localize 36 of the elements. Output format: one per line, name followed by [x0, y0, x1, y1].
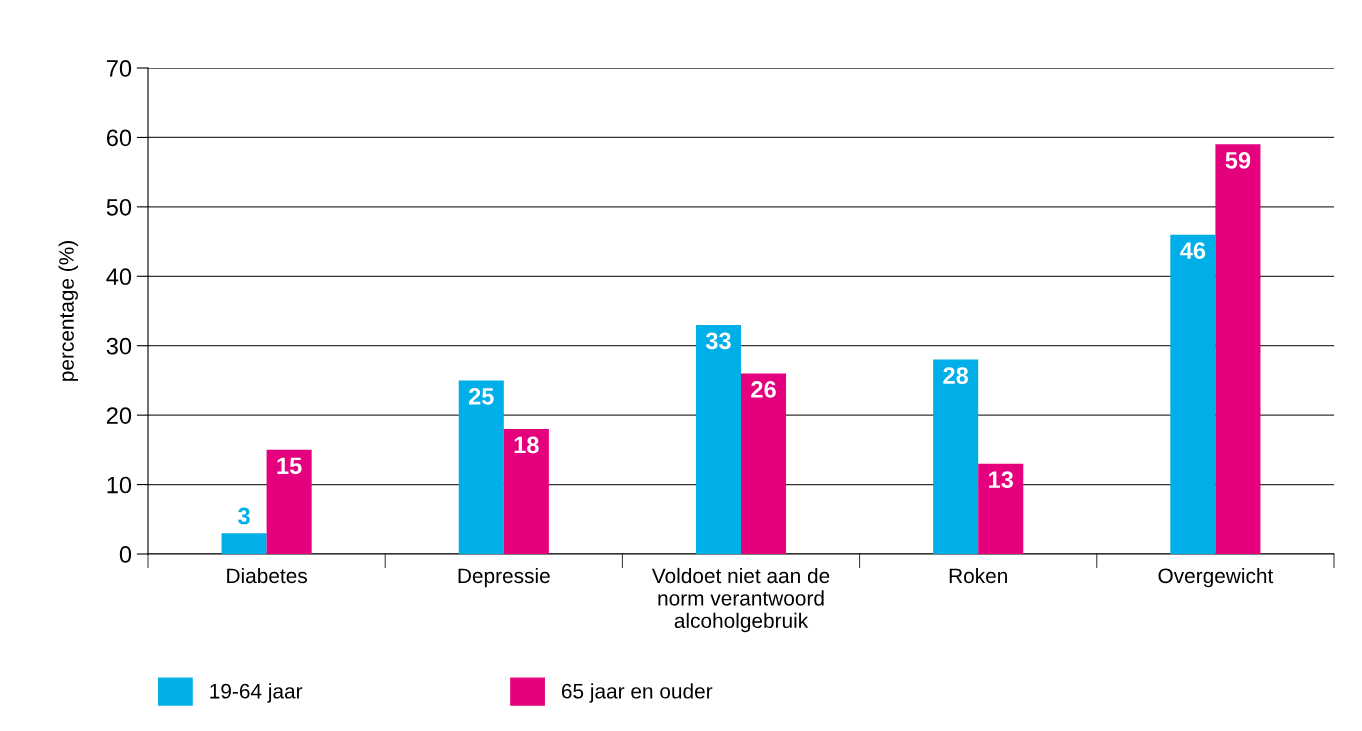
bar [978, 463, 1024, 554]
bar [695, 324, 741, 554]
data-label: 25 [468, 388, 494, 405]
x-tick-label: Voldoet niet aan de norm verantwoord alcoholgebruik [651, 567, 830, 633]
data-label: 13 [989, 471, 1014, 489]
data-label: 18 [514, 436, 539, 454]
y-tick-label: 50 [106, 198, 132, 216]
bar [458, 380, 504, 554]
x-tick-label: Diabetes [227, 567, 307, 584]
bar [503, 429, 549, 554]
y-tick-label: 40 [106, 268, 132, 286]
x-tick-label: Overgewicht [1158, 567, 1274, 588]
data-label: 3 [238, 507, 250, 525]
y-tick-label: 30 [106, 337, 132, 355]
y-tick-label: 20 [106, 407, 132, 424]
y-tick-label: 10 [107, 476, 132, 494]
data-label: 15 [277, 457, 302, 475]
data-label: 33 [705, 332, 731, 350]
legend-label: 65 jaar en ouder [561, 683, 713, 703]
bar [266, 449, 312, 554]
y-tick-label: 0 [119, 546, 132, 563]
bar [933, 359, 979, 554]
bar [1215, 144, 1261, 554]
legend-label: 19-64 jaar [210, 683, 303, 703]
bar [221, 533, 267, 554]
data-label: 28 [943, 367, 969, 384]
bar [741, 373, 787, 554]
x-tick-label: Depressie [458, 567, 550, 588]
data-label: 59 [1225, 151, 1251, 169]
y-tick-label: 60 [106, 129, 132, 147]
data-label: 26 [751, 381, 776, 398]
y-tick-label: 70 [106, 60, 132, 77]
y-axis-title: percentage (%) [58, 241, 78, 381]
data-label: 46 [1180, 242, 1206, 259]
x-tick-label: Roken [949, 567, 1007, 584]
bar [1170, 234, 1216, 554]
